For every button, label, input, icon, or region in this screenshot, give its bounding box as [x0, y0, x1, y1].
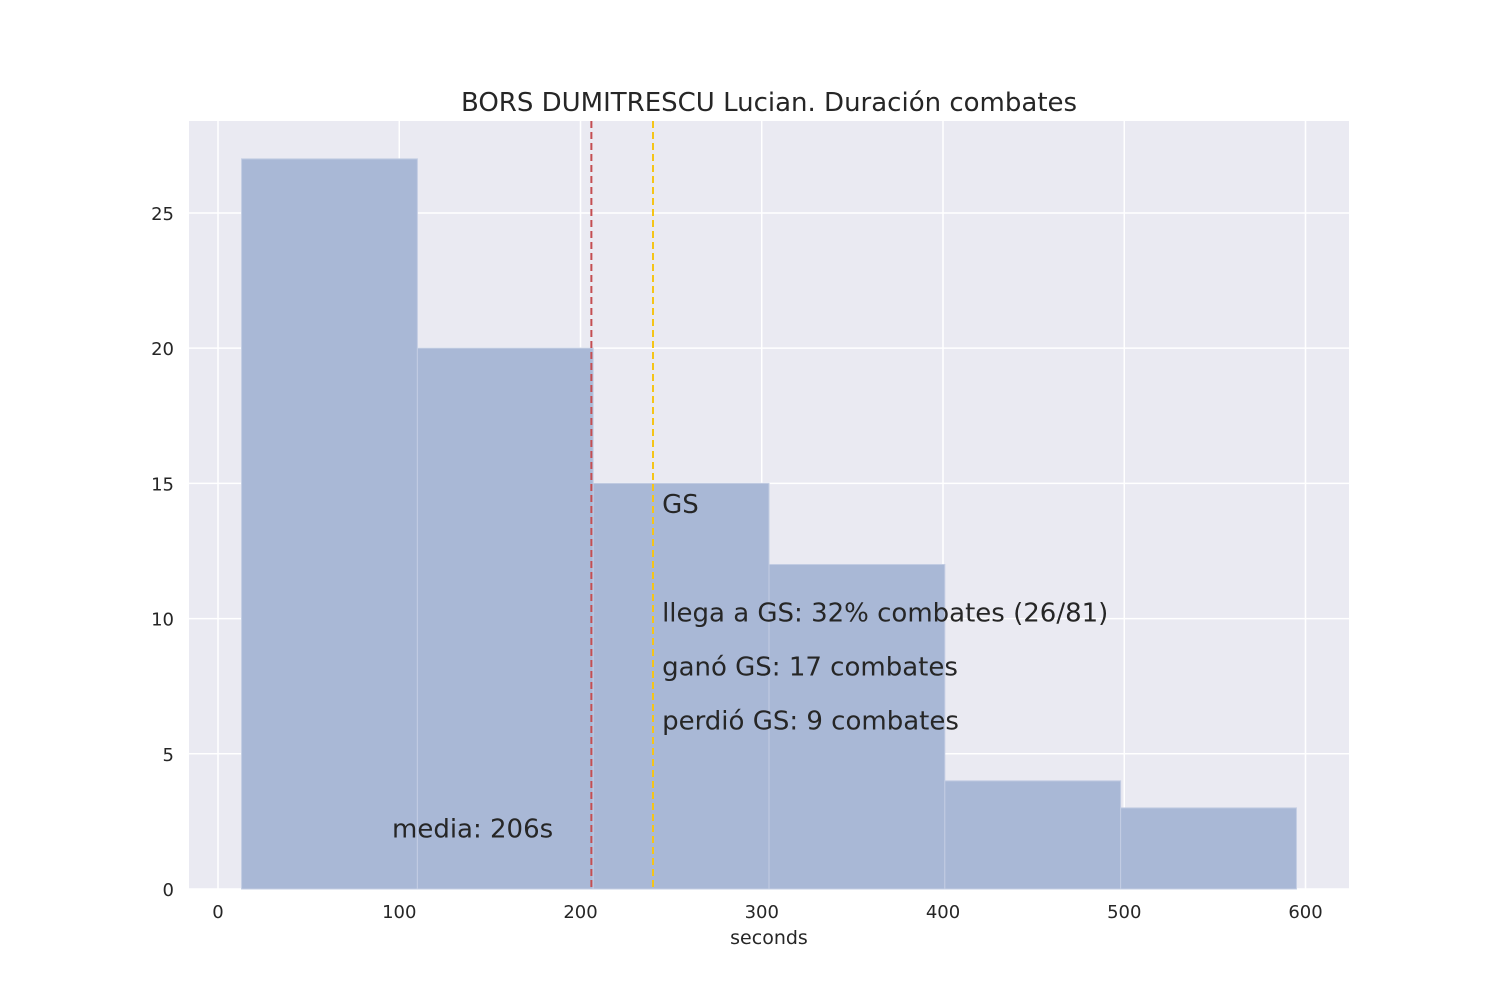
- gs-label: GS: [662, 490, 699, 520]
- x-tick-label: 300: [745, 902, 779, 923]
- tick-labels: 0 100 200 300 400 500 600 0 5 10 15 20 25: [151, 204, 1323, 923]
- histogram-bar-5: [944, 780, 1122, 890]
- x-axis-label: seconds: [730, 927, 808, 949]
- x-tick-label: 500: [1107, 902, 1141, 923]
- reaches-gs-annotation: llega a GS: 32% combates (26/81): [662, 598, 1108, 628]
- x-tick-label: 200: [563, 902, 597, 923]
- y-tick-label: 0: [163, 880, 174, 901]
- lost-gs-annotation: perdió GS: 9 combates: [662, 706, 959, 736]
- x-tick-label: 0: [212, 902, 223, 923]
- y-tick-label: 10: [151, 610, 174, 631]
- chart-title: BORS DUMITRESCU Lucian. Duración combate…: [461, 88, 1077, 118]
- histogram-bars: [241, 158, 1297, 890]
- histogram-bar-2: [416, 347, 594, 890]
- won-gs-annotation: ganó GS: 17 combates: [662, 652, 958, 682]
- y-tick-label: 20: [151, 339, 174, 360]
- y-tick-label: 15: [151, 474, 174, 495]
- histogram-bar-1: [241, 158, 418, 890]
- x-tick-label: 100: [382, 902, 416, 923]
- reference-lines: [590, 121, 654, 889]
- y-tick-label: 5: [163, 745, 174, 766]
- mean-annotation: media: 206s: [392, 815, 553, 845]
- x-tick-label: 600: [1288, 902, 1322, 923]
- y-tick-label: 25: [151, 204, 174, 225]
- histogram-bar-6: [1120, 807, 1297, 890]
- histogram-bar-3: [592, 482, 770, 890]
- histogram-bar-4: [768, 563, 946, 890]
- x-tick-label: 400: [926, 902, 960, 923]
